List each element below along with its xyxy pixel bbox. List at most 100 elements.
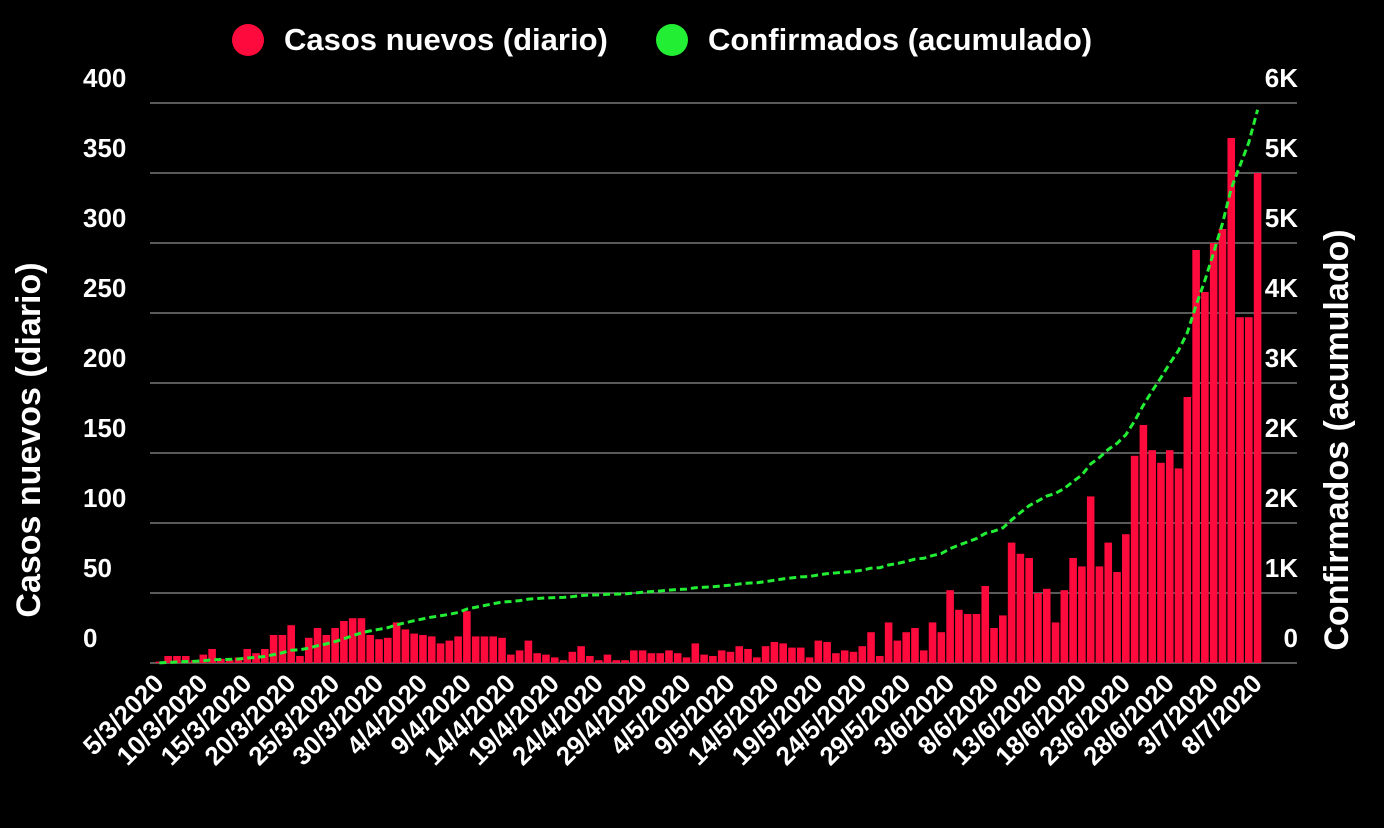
bar [1078, 566, 1086, 663]
bar [849, 651, 858, 663]
bar [1051, 622, 1060, 663]
bar [638, 650, 647, 663]
bar [717, 650, 726, 663]
bar [533, 653, 541, 663]
bar [656, 653, 664, 663]
y-tick-label: 300 [83, 203, 126, 233]
bar [427, 636, 436, 663]
bar [1183, 397, 1192, 663]
bar [586, 656, 594, 663]
bar [1174, 468, 1183, 663]
legend-label: Confirmados (acumulado) [708, 22, 1092, 57]
bar [744, 649, 752, 663]
y2-tick-label: 6K [1265, 63, 1298, 93]
bar [1042, 588, 1051, 663]
bar [919, 650, 928, 663]
bar [884, 622, 893, 663]
bar [753, 657, 761, 663]
bar [1157, 462, 1165, 663]
y-tick-label: 100 [83, 483, 126, 513]
y2-tick-label: 3K [1265, 343, 1298, 373]
bar [1209, 243, 1218, 663]
bar [1086, 496, 1095, 663]
bar [779, 643, 787, 663]
bar [770, 642, 779, 663]
y2-tick-label: 5K [1265, 203, 1298, 233]
bar [673, 653, 682, 663]
bar [542, 654, 550, 663]
bar [1007, 542, 1016, 663]
bar [480, 636, 489, 663]
bar [823, 642, 831, 663]
bar [164, 656, 172, 663]
bar [990, 628, 998, 663]
bar [454, 636, 462, 663]
bar [366, 635, 375, 663]
bar [392, 622, 401, 663]
bar [726, 651, 735, 663]
bar [814, 640, 823, 663]
bar [410, 633, 418, 663]
bar [788, 647, 796, 663]
y2-tick-label: 2K [1265, 413, 1298, 443]
bar [463, 611, 471, 663]
bar [1034, 593, 1042, 663]
bar [1148, 450, 1156, 663]
bar [1165, 450, 1174, 663]
bar [893, 640, 902, 663]
bar [1025, 558, 1033, 663]
bar [498, 637, 506, 663]
bar [647, 653, 656, 663]
y2-tick-label: 0 [1284, 623, 1298, 653]
cumulative-line [159, 109, 1260, 665]
bar [691, 643, 700, 663]
bar [252, 653, 260, 663]
bar [322, 635, 331, 663]
bar [340, 621, 348, 663]
bar [735, 646, 744, 663]
bar [304, 637, 313, 663]
y-axis-title: Casos nuevos (diario) [10, 262, 48, 617]
bar [1236, 317, 1244, 663]
bar [858, 646, 867, 663]
bar [928, 622, 937, 663]
bar [630, 650, 638, 663]
bar [709, 656, 717, 663]
bar [550, 657, 559, 663]
bar [173, 656, 181, 663]
bar [559, 660, 568, 663]
bar [331, 628, 339, 663]
y-tick-label: 50 [83, 553, 112, 583]
bar [269, 635, 278, 663]
legend-marker [232, 24, 264, 56]
bar [419, 635, 427, 663]
bar [612, 660, 621, 663]
y-tick-label: 0 [83, 623, 97, 653]
bar [682, 657, 691, 663]
y2-tick-label: 1K [1265, 553, 1298, 583]
bar [524, 640, 533, 663]
bar [911, 628, 919, 663]
bar [665, 650, 673, 663]
bar [981, 586, 990, 663]
bar [375, 639, 383, 663]
bar [1060, 590, 1069, 663]
bar [621, 660, 629, 663]
bar [515, 650, 524, 663]
bar [972, 614, 981, 663]
bar [401, 629, 410, 663]
y-tick-label: 350 [83, 133, 126, 163]
bar [1227, 138, 1236, 663]
bar [700, 654, 708, 663]
bar [568, 651, 577, 663]
bar [507, 654, 515, 663]
y-tick-label: 200 [83, 343, 126, 373]
bar [489, 636, 498, 663]
bar [1139, 425, 1148, 663]
bar [243, 649, 252, 663]
bar [1130, 455, 1139, 663]
y-tick-label: 400 [83, 63, 126, 93]
bar [1192, 250, 1200, 663]
bar [1218, 229, 1227, 663]
